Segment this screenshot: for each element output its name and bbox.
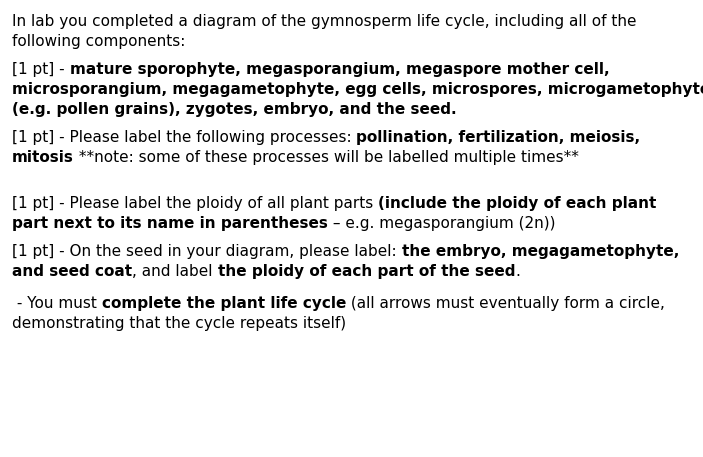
Text: pollination, fertilization, meiosis,: pollination, fertilization, meiosis, [356, 130, 640, 145]
Text: mitosis: mitosis [12, 150, 74, 165]
Text: – e.g. megasporangium (2n)): – e.g. megasporangium (2n)) [328, 216, 555, 231]
Text: the embryo, megagametophyte,: the embryo, megagametophyte, [401, 244, 679, 259]
Text: the ploidy of each part of the seed: the ploidy of each part of the seed [217, 264, 515, 279]
Text: part next to its name in parentheses: part next to its name in parentheses [12, 216, 328, 231]
Text: .: . [515, 264, 520, 279]
Text: [1 pt] - Please label the ploidy of all plant parts: [1 pt] - Please label the ploidy of all … [12, 196, 378, 211]
Text: microsporangium, megagametophyte, egg cells, microspores, microgametophytes: microsporangium, megagametophyte, egg ce… [12, 82, 703, 97]
Text: **note: some of these processes will be labelled multiple times**: **note: some of these processes will be … [74, 150, 579, 165]
Text: following components:: following components: [12, 34, 186, 49]
Text: [1 pt] - Please label the following processes:: [1 pt] - Please label the following proc… [12, 130, 356, 145]
Text: and seed coat: and seed coat [12, 264, 132, 279]
Text: In lab you completed a diagram of the gymnosperm life cycle, including all of th: In lab you completed a diagram of the gy… [12, 14, 636, 29]
Text: mature sporophyte, megasporangium, megaspore mother cell,: mature sporophyte, megasporangium, megas… [70, 62, 609, 77]
Text: complete the plant life cycle: complete the plant life cycle [102, 296, 346, 311]
Text: [1 pt] -: [1 pt] - [12, 62, 70, 77]
Text: - You must: - You must [12, 296, 102, 311]
Text: (e.g. pollen grains), zygotes, embryo, and the seed.: (e.g. pollen grains), zygotes, embryo, a… [12, 102, 457, 117]
Text: , and label: , and label [132, 264, 217, 279]
Text: demonstrating that the cycle repeats itself): demonstrating that the cycle repeats its… [12, 316, 346, 331]
Text: (include the ploidy of each plant: (include the ploidy of each plant [378, 196, 657, 211]
Text: [1 pt] - On the seed in your diagram, please label:: [1 pt] - On the seed in your diagram, pl… [12, 244, 401, 259]
Text: (all arrows must eventually form a circle,: (all arrows must eventually form a circl… [346, 296, 665, 311]
